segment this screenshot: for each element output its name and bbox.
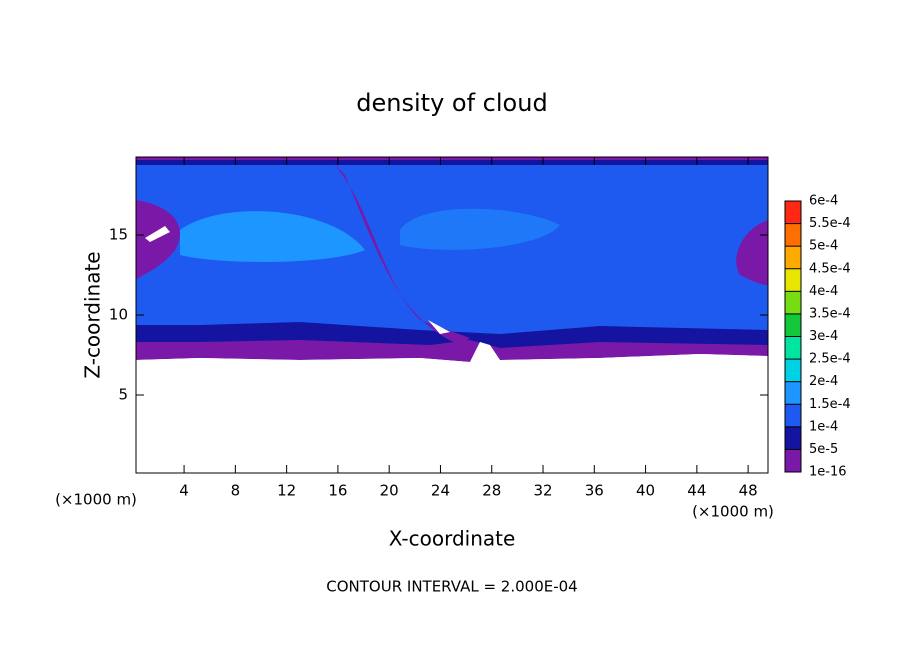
y-tick-label: 10 (109, 306, 128, 324)
colorbar-label: 1.5e-4 (809, 397, 851, 412)
y-axis-unit: (×1000 m) (55, 491, 137, 509)
colorbar-segment (785, 268, 801, 292)
x-tick-label: 4 (179, 482, 189, 500)
colorbar-label: 5e-4 (809, 239, 838, 254)
x-axis-label: X-coordinate (389, 527, 516, 551)
colorbar-label: 3.5e-4 (809, 306, 851, 321)
colorbar-segment (785, 246, 801, 269)
colorbar-segment (785, 381, 801, 405)
y-tick-label: 15 (109, 226, 128, 244)
colorbar-label: 5.5e-4 (809, 216, 851, 231)
x-tick-label: 36 (585, 482, 604, 500)
annotation: CONTOUR INTERVAL = 2.000E-04 (326, 578, 577, 596)
colorbar-segment (785, 313, 801, 337)
colorbar-segment (785, 291, 801, 314)
colorbar-segment (785, 404, 801, 427)
x-tick-label: 48 (739, 482, 758, 500)
x-tick-label: 44 (687, 482, 706, 500)
field-region (136, 200, 181, 280)
colorbar-segment (785, 449, 801, 472)
colorbar-label: 3e-4 (809, 329, 838, 344)
field-region (180, 211, 365, 262)
colorbar-segment (785, 336, 801, 360)
y-tick-label: 5 (118, 386, 128, 404)
x-axis-unit: (×1000 m) (692, 503, 774, 521)
colorbar-segment (785, 359, 801, 382)
colorbar-label: 6e-4 (809, 194, 838, 209)
chart-title: density of cloud (356, 89, 547, 117)
colorbar-label: 2.5e-4 (809, 352, 851, 367)
x-tick-label: 28 (482, 482, 501, 500)
field-background (136, 342, 768, 473)
x-tick-label: 20 (380, 482, 399, 500)
y-axis-label: Z-coordinate (81, 251, 105, 378)
colorbar-segment (785, 223, 801, 247)
colorbar-label: 4e-4 (809, 284, 838, 299)
colorbar-label: 2e-4 (809, 374, 838, 389)
colorbar-label: 5e-5 (809, 442, 838, 457)
x-tick-label: 32 (533, 482, 552, 500)
field-region (400, 208, 560, 250)
x-tick-label: 40 (636, 482, 655, 500)
x-tick-label: 12 (277, 482, 296, 500)
colorbar-label: 1e-4 (809, 419, 838, 434)
x-tick-label: 16 (328, 482, 347, 500)
colorbar-label: 4.5e-4 (809, 261, 851, 276)
colorbar-label: 1e-16 (809, 465, 847, 480)
colorbar-segment (785, 426, 801, 450)
x-tick-label: 24 (431, 482, 450, 500)
contour-field (136, 157, 768, 473)
x-tick-label: 8 (231, 482, 241, 500)
colorbar-segment (785, 201, 801, 224)
field-region (736, 220, 768, 285)
